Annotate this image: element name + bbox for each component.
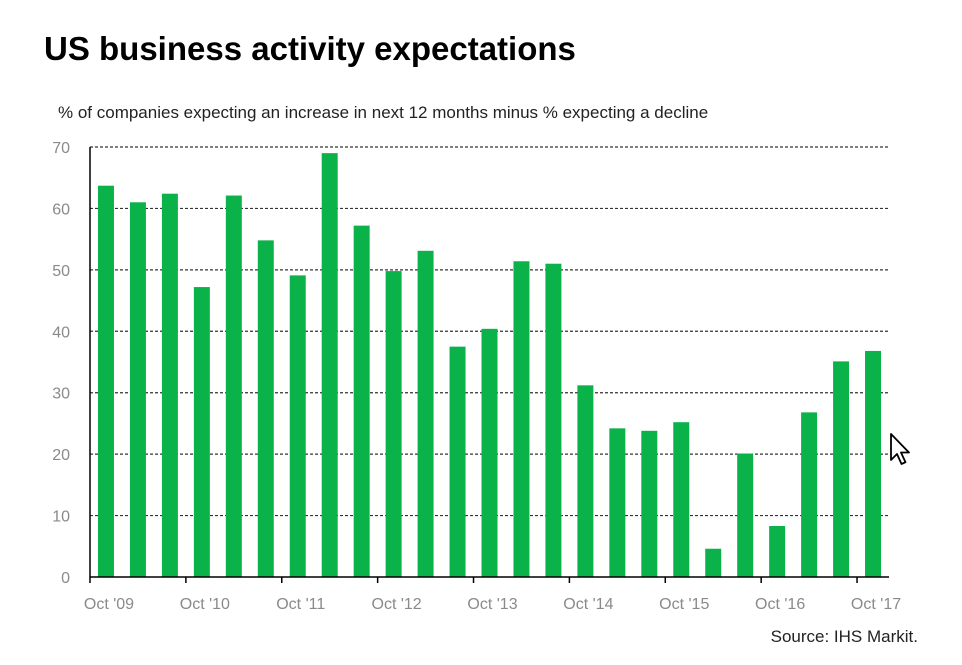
bar-14: [513, 261, 530, 577]
x-tick-label: Oct '14: [563, 596, 613, 613]
bar-10: [385, 271, 402, 577]
bar-6: [257, 240, 274, 577]
x-tick-label: Oct '13: [467, 596, 517, 613]
bar-3: [161, 193, 178, 577]
bar-2: [129, 202, 146, 578]
bar-12: [449, 346, 466, 577]
bar-7: [289, 275, 306, 577]
x-tick-label: Oct '17: [851, 596, 901, 613]
x-tick-label: Oct '12: [372, 596, 422, 613]
bar-19: [673, 422, 690, 577]
bar-15: [545, 263, 562, 577]
y-tick-label: 50: [52, 263, 70, 280]
bar-22: [769, 526, 786, 577]
x-tick-label: Oct '15: [659, 596, 709, 613]
bar-8: [321, 153, 338, 577]
x-tick-labels: Oct '09 Oct '10 Oct '11 Oct '12 Oct '13 Oct '…: [84, 596, 901, 613]
chart-source: Source: IHS Markit.: [770, 627, 918, 646]
bar-24: [833, 361, 850, 577]
y-tick-label: 70: [52, 140, 70, 157]
bars: [97, 153, 882, 578]
bar-11: [417, 250, 434, 578]
x-tick-label: Oct '10: [180, 596, 230, 613]
bar-1: [97, 185, 114, 577]
chart-subtitle: % of companies expecting an increase in …: [58, 103, 709, 122]
x-tick-label: Oct '11: [276, 596, 325, 613]
mouse-cursor-icon: [890, 433, 910, 465]
bar-21: [737, 453, 754, 577]
bar-4: [193, 287, 210, 577]
y-tick-label: 30: [52, 386, 70, 403]
bar-17: [609, 428, 626, 577]
gridlines: [90, 146, 889, 517]
bar-23: [801, 412, 818, 577]
x-tick-label: Oct '16: [755, 596, 805, 613]
bar-20: [705, 548, 722, 577]
bar-25: [865, 350, 882, 577]
bar-5: [225, 195, 242, 577]
axes: [89, 147, 889, 583]
y-tick-label: 10: [52, 509, 70, 526]
y-tick-labels: 0 10 20 30 40 50 60 70: [52, 140, 70, 587]
chart-title: US business activity expectations: [44, 30, 576, 67]
bar-16: [577, 385, 594, 577]
bar-18: [641, 430, 658, 577]
bar-9: [353, 225, 370, 577]
y-tick-label: 0: [61, 570, 70, 587]
y-tick-label: 40: [52, 324, 70, 341]
bar-13: [481, 328, 498, 577]
y-tick-label: 60: [52, 201, 70, 218]
y-tick-label: 20: [52, 447, 70, 464]
x-tick-label: Oct '09: [84, 596, 134, 613]
